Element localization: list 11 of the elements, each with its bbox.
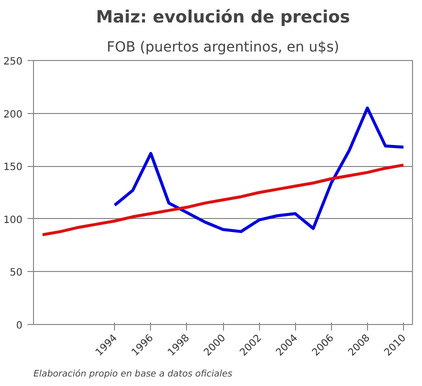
chart-title: Maiz: evolución de precios [96,8,350,28]
y-tick-label: 100 [3,214,23,226]
chart-subtitle: FOB (puertos argentinos, en u$s) [106,40,340,56]
y-tick-label: 0 [16,320,23,332]
y-tick-label: 50 [10,268,23,279]
y-tick-label: 200 [3,109,23,120]
line-series [113,106,405,234]
text: Elaboración propio en base a datos oficiales [34,368,233,380]
y-tick-label: 250 [3,56,23,68]
y-tick-label: 150 [3,162,23,174]
line-series [41,164,405,236]
